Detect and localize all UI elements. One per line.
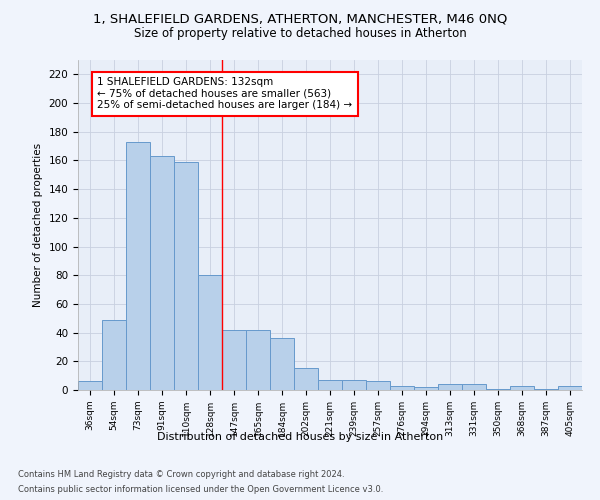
Bar — [342, 380, 366, 390]
Bar — [174, 162, 198, 390]
Bar — [366, 382, 390, 390]
Bar — [246, 330, 270, 390]
Bar — [222, 330, 246, 390]
Text: Contains HM Land Registry data © Crown copyright and database right 2024.: Contains HM Land Registry data © Crown c… — [18, 470, 344, 479]
Text: 1, SHALEFIELD GARDENS, ATHERTON, MANCHESTER, M46 0NQ: 1, SHALEFIELD GARDENS, ATHERTON, MANCHES… — [93, 12, 507, 26]
Y-axis label: Number of detached properties: Number of detached properties — [33, 143, 43, 307]
Bar — [270, 338, 294, 390]
Bar — [150, 156, 174, 390]
Bar — [414, 387, 438, 390]
Bar — [78, 382, 102, 390]
Bar — [558, 386, 582, 390]
Bar — [318, 380, 342, 390]
Bar — [534, 388, 558, 390]
Text: Size of property relative to detached houses in Atherton: Size of property relative to detached ho… — [134, 28, 466, 40]
Text: 1 SHALEFIELD GARDENS: 132sqm
← 75% of detached houses are smaller (563)
25% of s: 1 SHALEFIELD GARDENS: 132sqm ← 75% of de… — [97, 77, 352, 110]
Bar — [294, 368, 318, 390]
Bar — [462, 384, 486, 390]
Bar — [510, 386, 534, 390]
Bar — [198, 275, 222, 390]
Text: Contains public sector information licensed under the Open Government Licence v3: Contains public sector information licen… — [18, 485, 383, 494]
Bar — [126, 142, 150, 390]
Text: Distribution of detached houses by size in Atherton: Distribution of detached houses by size … — [157, 432, 443, 442]
Bar — [390, 386, 414, 390]
Bar — [486, 388, 510, 390]
Bar — [102, 320, 126, 390]
Bar — [438, 384, 462, 390]
